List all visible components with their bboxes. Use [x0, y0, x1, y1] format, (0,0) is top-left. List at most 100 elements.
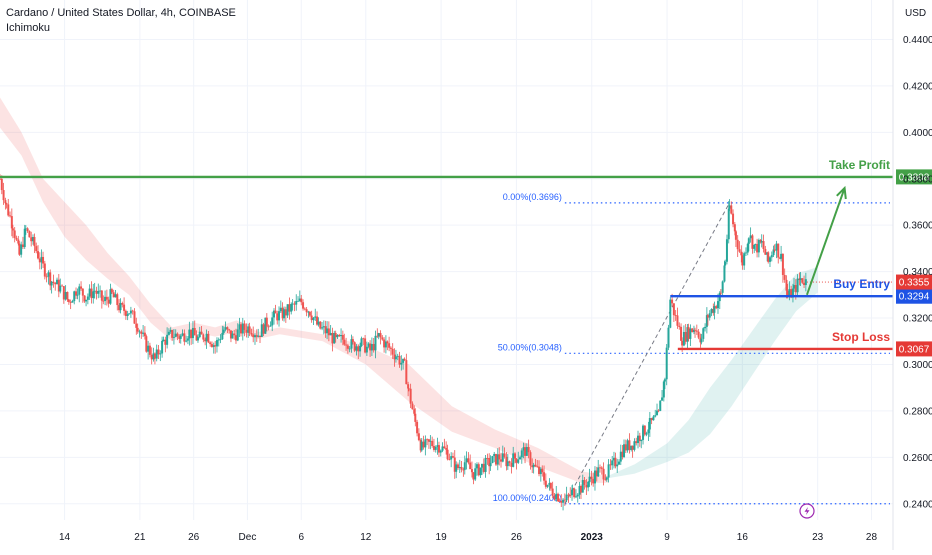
candle-body — [376, 335, 379, 337]
symbol-title[interactable]: Cardano / United States Dollar, 4h, COIN… — [6, 7, 236, 19]
candle-body — [11, 228, 14, 231]
candle-body — [439, 450, 442, 453]
candle-body — [191, 327, 194, 339]
candle-body — [286, 304, 289, 316]
candle-body — [252, 334, 255, 338]
candle-body — [290, 303, 293, 312]
candle-body — [49, 272, 52, 286]
candle-body — [486, 458, 489, 459]
candle-body — [207, 333, 210, 343]
candle-body — [247, 326, 250, 333]
last-price-label: 0.3355 — [899, 278, 930, 289]
lightning-icon[interactable] — [799, 503, 815, 519]
candle-body — [67, 299, 70, 302]
candle-body — [212, 345, 215, 347]
candle-body — [400, 362, 403, 365]
trade-levels[interactable]: Take Profit 0.3808 Buy Entry 0.3294 Stop Los… — [0, 158, 932, 357]
candle-body — [743, 253, 746, 266]
candle-body — [171, 330, 174, 338]
candle-body — [169, 330, 172, 332]
candle-body — [475, 464, 478, 469]
candle-body — [281, 307, 284, 319]
candle-body — [10, 216, 13, 229]
candle-body — [587, 481, 590, 488]
candle-body — [348, 348, 351, 350]
candle-body — [267, 326, 270, 328]
candle-body — [794, 285, 797, 293]
candle-body — [217, 339, 220, 341]
candle-body — [525, 447, 528, 456]
candle-body — [465, 458, 468, 463]
candle-body — [462, 469, 465, 471]
candle-body — [456, 464, 459, 469]
candle-body — [551, 488, 554, 496]
candle-body — [167, 331, 170, 335]
candle-body — [255, 335, 258, 337]
candle-body — [460, 467, 463, 470]
candle-body — [451, 456, 454, 458]
level-price-label: 0.3067 — [899, 344, 930, 355]
candle-body — [241, 323, 244, 334]
candle-body — [443, 446, 446, 449]
candle-body — [140, 331, 143, 334]
candle-body — [793, 285, 796, 289]
candle-body — [7, 204, 10, 216]
candle-body — [259, 335, 262, 337]
candle-body — [85, 299, 88, 302]
candle-body — [704, 326, 707, 329]
candle-body — [95, 290, 98, 294]
candle-body — [303, 308, 306, 310]
candle-body — [64, 291, 67, 300]
candle-body — [188, 329, 191, 339]
candle-body — [107, 299, 110, 304]
candle-body — [544, 480, 547, 487]
candle-body — [669, 299, 672, 328]
candle-body — [488, 458, 491, 467]
candle-body — [618, 461, 621, 465]
candle-body — [15, 237, 18, 240]
candle-body — [597, 467, 600, 477]
x-tick-label: 14 — [59, 532, 71, 543]
candle-body — [355, 346, 358, 351]
candle-body — [429, 440, 432, 442]
candle-body — [723, 265, 726, 282]
candle-body — [785, 279, 788, 291]
x-tick-label: 26 — [188, 532, 200, 543]
candle-body — [45, 276, 48, 278]
candle-body — [500, 459, 503, 462]
candle-body — [515, 458, 518, 463]
candle-body — [757, 239, 760, 253]
candle-body — [157, 349, 160, 355]
candle-body — [706, 315, 709, 318]
candle-body — [233, 333, 236, 336]
candle-body — [753, 244, 756, 249]
candle-body — [181, 333, 184, 336]
candle-body — [519, 457, 522, 460]
candle-body — [804, 279, 807, 286]
candle-body — [102, 300, 105, 302]
candle-body — [788, 289, 791, 298]
candle-body — [389, 347, 392, 349]
candle-body — [448, 459, 451, 461]
fibonacci-retracement[interactable]: 0.00%(0.3696) 50.00%(0.3048) 100.00%(0.240… — [493, 192, 890, 505]
candle-body — [176, 333, 179, 337]
candle-body — [155, 349, 158, 359]
candle-body — [394, 356, 397, 360]
indicator-name[interactable]: Ichimoku — [6, 22, 51, 34]
candle-body — [532, 464, 535, 468]
candle-body — [484, 458, 487, 472]
candle-body — [796, 278, 799, 293]
candle-body — [446, 449, 449, 460]
candle-body — [21, 244, 24, 248]
candle-body — [543, 472, 546, 481]
candle-body — [383, 339, 386, 348]
x-tick-label: 19 — [436, 532, 448, 543]
candle-body — [57, 279, 60, 292]
candle-body — [360, 338, 363, 346]
candle-body — [407, 384, 410, 389]
candle-body — [260, 324, 263, 337]
candle-body — [616, 464, 619, 467]
candle-body — [97, 291, 100, 294]
candle-body — [99, 290, 102, 292]
